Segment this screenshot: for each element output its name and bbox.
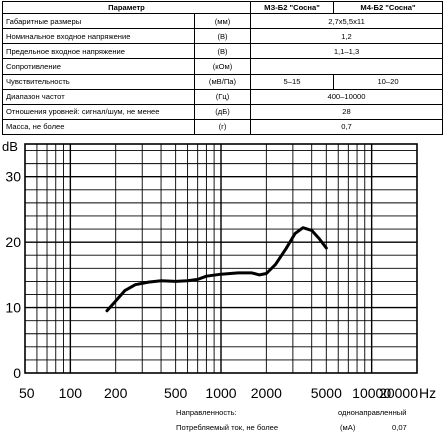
y-axis-ticks: 0 10 20 30	[5, 169, 21, 381]
x-tick-label: 500	[164, 385, 188, 401]
row-value: 1,2	[250, 28, 443, 45]
row-name: Сопротивление	[2, 58, 195, 75]
row-unit: (В)	[194, 28, 251, 45]
x-tick-label: 5000	[311, 385, 342, 401]
footer: Направленность: однонаправленный Потребл…	[0, 400, 444, 435]
row-name: Отношения уровней: сигнал/шум, не менее	[2, 103, 195, 120]
row-value: 400–10000	[250, 88, 443, 105]
table-row: Габаритные размеры (мм) 2,7х5,5х11	[2, 12, 443, 30]
x-tick-label: 2000	[251, 385, 282, 401]
x-tick-label: 1000	[205, 385, 236, 401]
row-unit: (Гц)	[194, 88, 251, 105]
chart-grid-major	[25, 144, 417, 373]
row-name: Габаритные размеры	[2, 12, 195, 30]
series-line	[105, 226, 328, 313]
table-row: Предельное входное напряжение (В) 1,1–1,…	[2, 43, 443, 60]
plot-frame	[24, 143, 418, 374]
row-unit: (дБ)	[194, 103, 251, 120]
directivity-value: однонаправленный	[338, 408, 407, 417]
row-unit: (мВ/Па)	[194, 73, 251, 90]
y-tick-label: 30	[5, 169, 21, 185]
row-unit: (г)	[194, 118, 251, 136]
y-tick-label: 20	[5, 234, 21, 250]
table-row: Масса, не более (г) 0,7	[2, 118, 443, 136]
row-unit: (мм)	[194, 12, 251, 30]
y-tick-label: 0	[13, 365, 21, 381]
row-value: 0,7	[250, 118, 443, 136]
table-row: Номинальное входное напряжение (В) 1,2	[2, 28, 443, 45]
row-unit: (кОм)	[194, 58, 251, 75]
table-row: Сопротивление (кОм)	[2, 58, 443, 75]
table-header-row: Параметр МЗ-Б2 "Сосна" М4-Б2 "Сосна"	[2, 1, 443, 14]
spec-table: Параметр МЗ-Б2 "Сосна" М4-Б2 "Сосна" Габ…	[2, 1, 443, 136]
current-label: Потребляемый ток, не более	[176, 423, 279, 432]
row-name: Диапазон частот	[2, 88, 195, 105]
y-axis-label: dB	[2, 139, 18, 154]
row-name: Номинальное входное напряжение	[2, 28, 195, 45]
x-tick-label: 50	[19, 385, 35, 401]
x-tick-label: 100	[59, 385, 83, 401]
y-tick-label: 10	[5, 300, 21, 316]
row-name: Чувствительность	[2, 73, 195, 90]
header-mz-b2: МЗ-Б2 "Сосна"	[250, 1, 334, 14]
row-value: 2,7х5,5х11	[250, 12, 443, 30]
row-value: 1,1–1,3	[250, 43, 443, 60]
table-row: Чувствительность (мВ/Па) 5–15 10–20	[2, 73, 443, 90]
current-value: 0,07	[392, 423, 407, 432]
row-value-m4: 10–20	[333, 73, 443, 90]
row-value	[250, 58, 443, 75]
x-tick-label: 200	[104, 385, 128, 401]
directivity-label: Направленность:	[176, 408, 237, 417]
header-param: Параметр	[2, 1, 251, 14]
row-name: Масса, не более	[2, 118, 195, 136]
frequency-response-chart: 0 10 20 30 50 100 200 500 1000 2000 5000 100002000…	[2, 139, 436, 401]
x-tick-label: 10000	[352, 385, 391, 401]
series-layer	[105, 226, 328, 313]
row-value: 28	[250, 103, 443, 120]
row-value-mz: 5–15	[250, 73, 334, 90]
table-row: Отношения уровней: сигнал/шум, не менее …	[2, 103, 443, 120]
row-unit: (В)	[194, 43, 251, 60]
header-m4-b2: М4-Б2 "Сосна"	[333, 1, 443, 14]
row-name: Предельное входное напряжение	[2, 43, 195, 60]
x-axis-unit-label: Hz	[419, 385, 436, 401]
current-unit: (мА)	[340, 423, 356, 432]
x-tick-label: 20000	[379, 385, 418, 401]
table-row: Диапазон частот (Гц) 400–10000	[2, 88, 443, 105]
